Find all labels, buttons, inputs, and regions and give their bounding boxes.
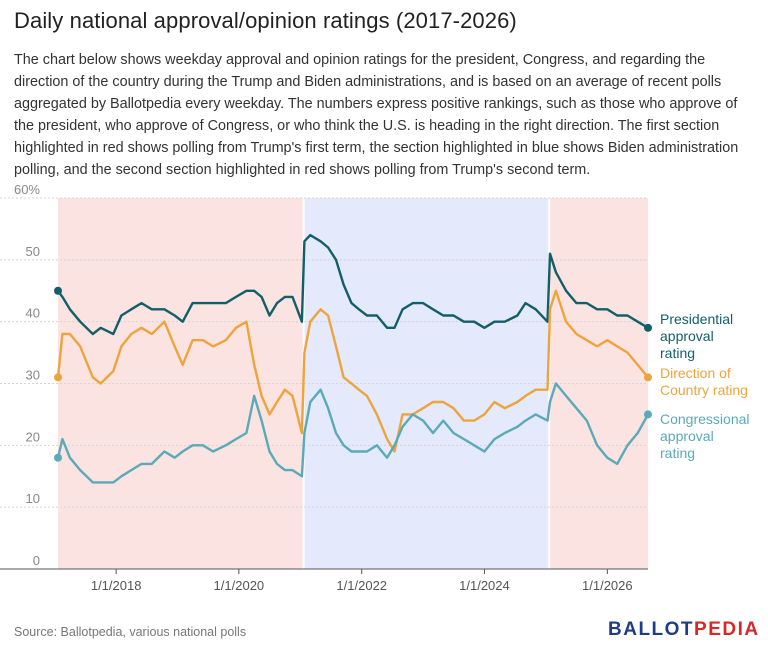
- logo-part-ballot: BALLOT: [608, 619, 695, 640]
- series-label-line: approval: [660, 428, 714, 444]
- y-tick-label: 20: [26, 429, 40, 444]
- chart-title: Daily national approval/opinion ratings …: [14, 8, 517, 33]
- series-end-point: [644, 373, 652, 382]
- series-label: Presidential approval rating: [660, 311, 733, 361]
- x-tick-label: 1/1/2022: [336, 578, 387, 593]
- series-end-point: [644, 323, 652, 332]
- y-tick-label: 0: [33, 553, 40, 568]
- series-label-line: approval: [660, 328, 714, 344]
- chart-description: The chart below shows weekday approval a…: [14, 52, 739, 178]
- series-line: [56, 382, 650, 484]
- series-label: Congressional approval rating: [660, 411, 750, 461]
- series-start-point: [54, 453, 62, 462]
- y-tick-label: 10: [26, 491, 40, 506]
- series-label-line: Country rating: [660, 382, 748, 398]
- y-tick-label: 50: [26, 244, 40, 259]
- source-note: Source: Ballotpedia, various national po…: [14, 625, 247, 639]
- series-start-point: [54, 373, 62, 382]
- x-tick-label: 1/1/2020: [214, 578, 265, 593]
- x-tick-label: 1/1/2018: [91, 578, 142, 593]
- ballotpedia-logo: BALLOTPEDIA: [608, 619, 760, 641]
- series-end-point: [644, 410, 652, 419]
- series-start-point: [54, 286, 62, 295]
- series-line: [57, 233, 649, 336]
- series-label-line: rating: [660, 345, 695, 361]
- x-tick-label: 1/1/2026: [582, 578, 633, 593]
- series-line: [56, 289, 649, 453]
- series-label-line: Direction of: [660, 365, 731, 381]
- y-tick-label: 30: [26, 368, 40, 383]
- y-tick-label: 40: [26, 306, 40, 321]
- y-tick-label: 60%: [14, 182, 40, 197]
- chart-area: 0 10 20 30 40 50 60% 1/1/2018 1/1/2020 1/1/2022 1/…: [0, 182, 750, 593]
- series-label-line: Congressional: [660, 411, 750, 427]
- series-label-line: rating: [660, 445, 695, 461]
- series-label: Direction of Country rating: [660, 365, 748, 398]
- logo-part-pedia: PEDIA: [694, 619, 760, 640]
- x-tick-label: 1/1/2024: [459, 578, 510, 593]
- series-label-line: Presidential: [660, 311, 733, 327]
